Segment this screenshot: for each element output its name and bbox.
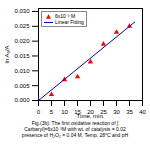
html-text:Fig.(3b): The first oxidative: Fig.(3b): The first oxidative reaction o… xyxy=(31,120,119,126)
svg-text:0.020: 0.020 xyxy=(14,38,30,44)
html-text:Carbaryl]=6x10⁻³M with wt. of: Carbaryl]=6x10⁻³M with wt. of catalysis … xyxy=(24,126,126,132)
html-text:Linear Fitting: Linear Fitting xyxy=(55,19,84,25)
html-text:6x10⁻³ M: 6x10⁻³ M xyxy=(55,13,76,19)
svg-text:35: 35 xyxy=(126,109,133,115)
svg-text:0: 0 xyxy=(37,109,41,115)
svg-text:0.005: 0.005 xyxy=(14,83,30,89)
svg-text:40: 40 xyxy=(139,109,146,115)
svg-text:0.030: 0.030 xyxy=(14,8,30,14)
html-text:presence of H₂O₂ = 0.04 M, Tem: presence of H₂O₂ = 0.04 M, Temp. 28°C an… xyxy=(21,132,129,138)
svg-text:Time, min.: Time, min. xyxy=(77,113,105,119)
svg-text:0.000: 0.000 xyxy=(14,97,30,103)
svg-text:0.015: 0.015 xyxy=(14,53,30,59)
svg-text:10: 10 xyxy=(61,109,68,115)
svg-text:ln A₀/A: ln A₀/A xyxy=(4,45,10,63)
svg-text:0.010: 0.010 xyxy=(14,68,30,74)
svg-text:0.025: 0.025 xyxy=(14,23,30,29)
svg-text:5: 5 xyxy=(50,109,54,115)
svg-text:30: 30 xyxy=(113,109,120,115)
